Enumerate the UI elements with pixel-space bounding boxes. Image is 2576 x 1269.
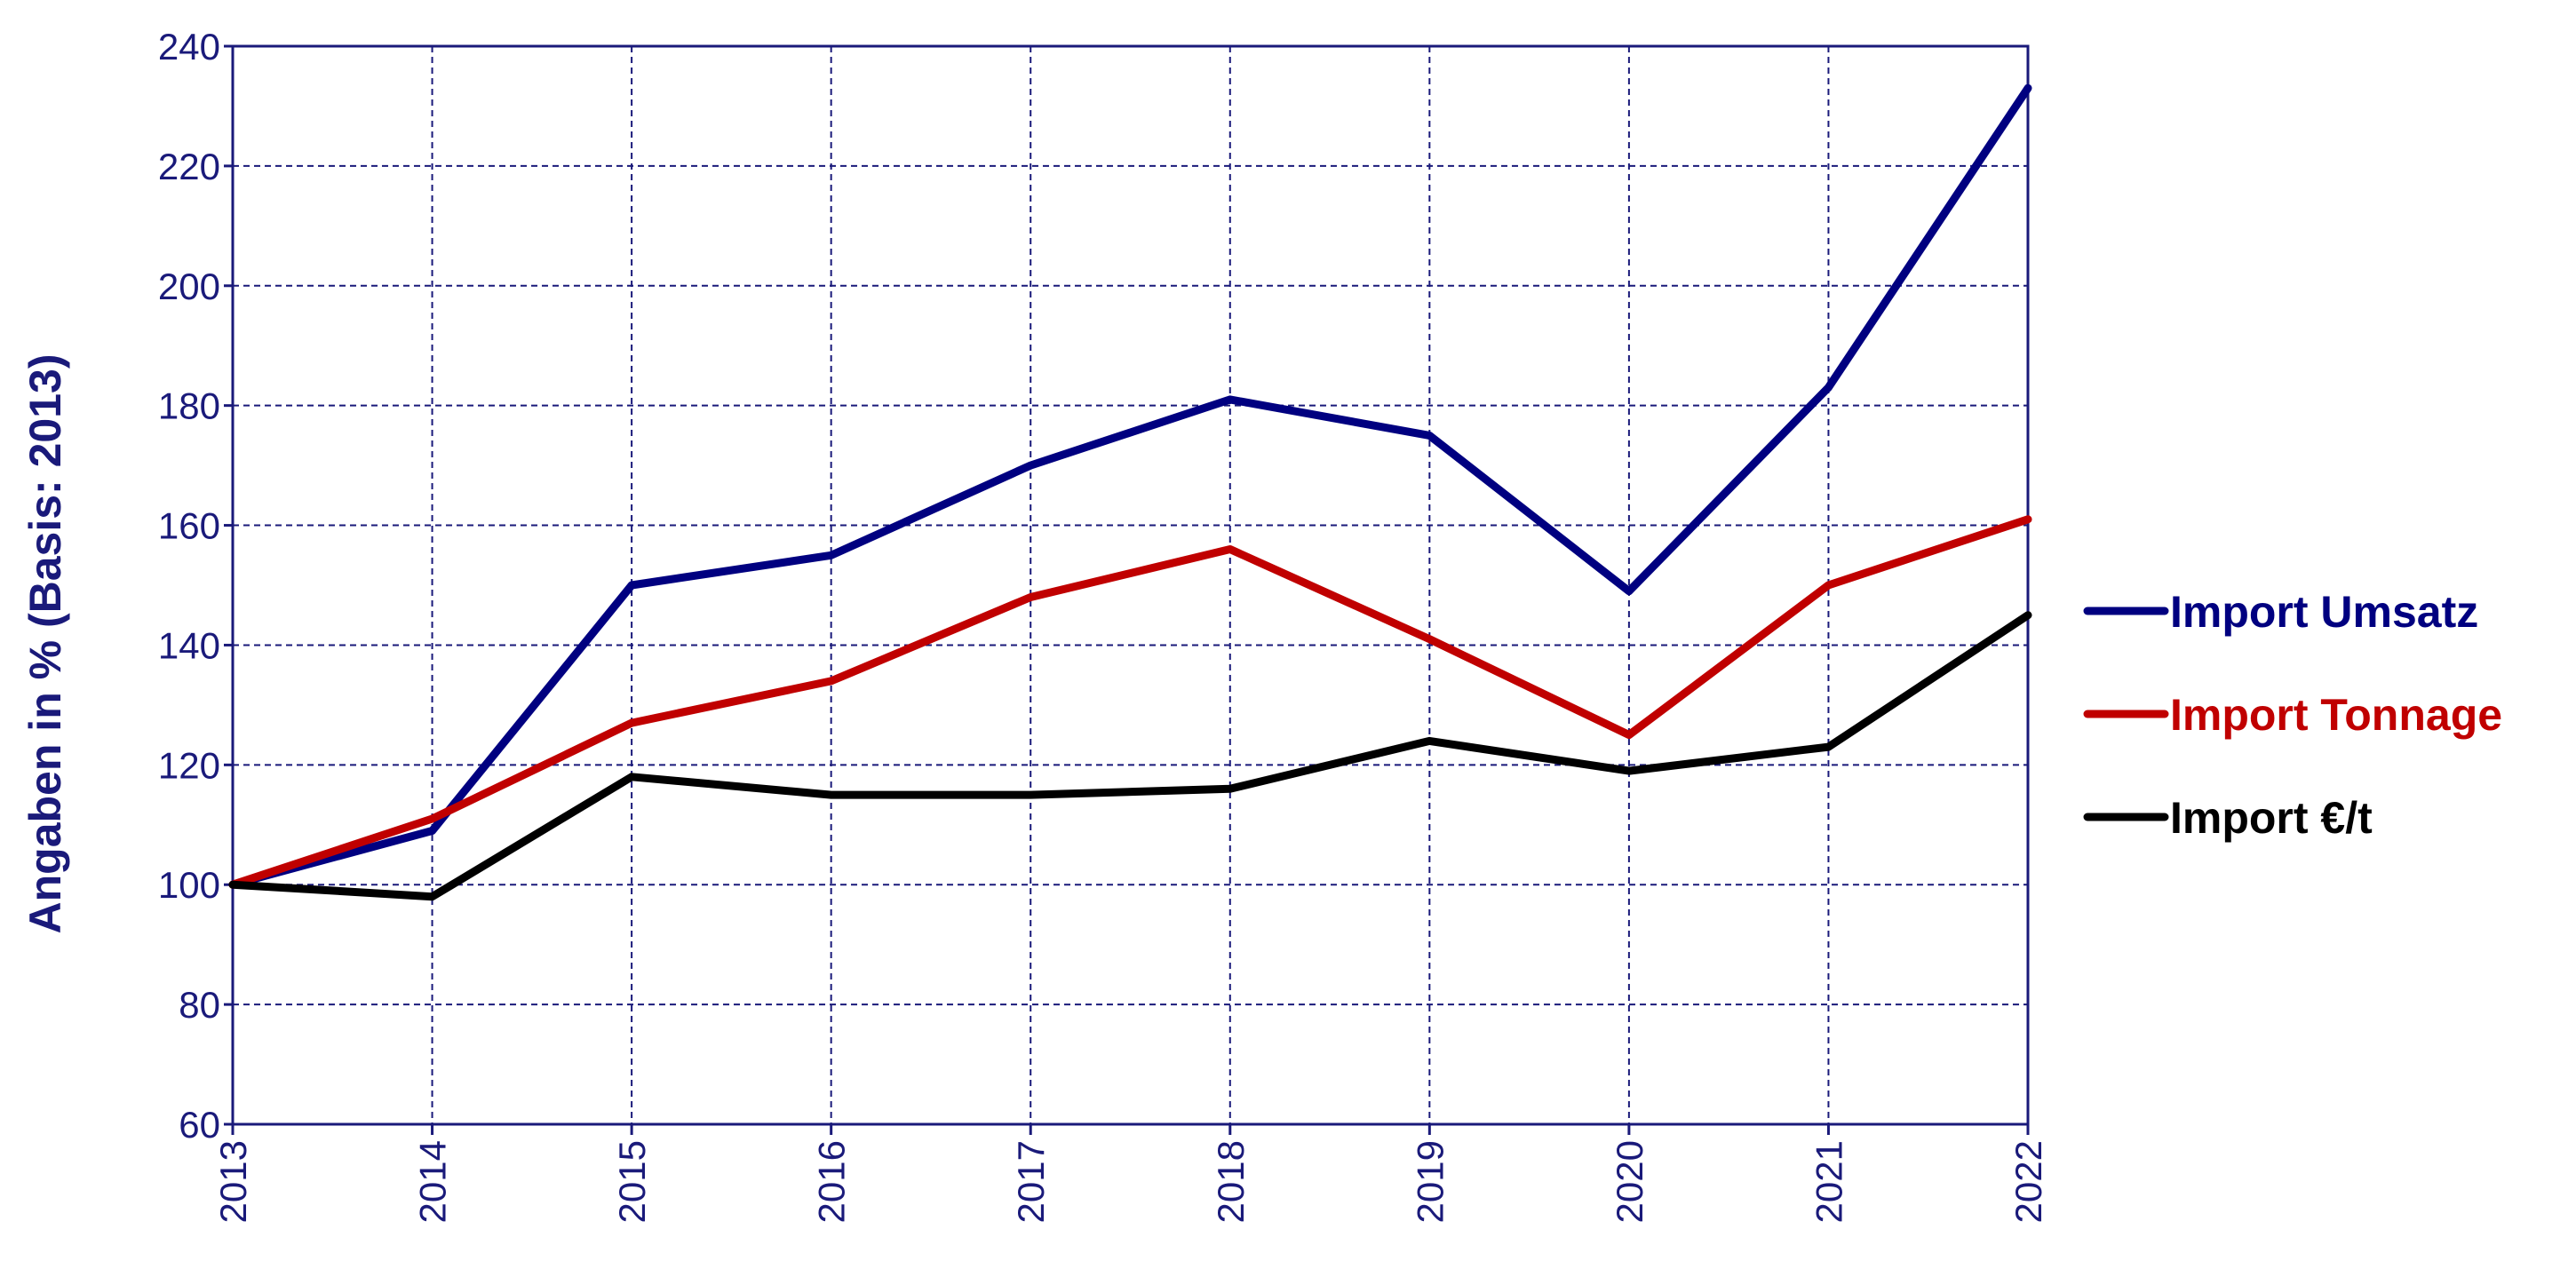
series-lines [228,83,2032,901]
plot-frame [224,44,2030,1135]
x-axis-ticks: 2013 2014 2015 2016 2017 2018 2019 2020 2021 2022 [212,1140,2049,1223]
x-tick-label: 2015 [611,1140,653,1223]
y-tick-label: 160 [158,505,220,547]
x-tick-label: 2017 [1010,1140,1052,1223]
y-tick-label: 240 [158,26,220,67]
y-tick-label: 180 [158,385,220,427]
legend-label: Import Umsatz [2170,587,2478,637]
legend-label: Import €/t [2170,793,2373,843]
x-tick-label: 2013 [212,1140,254,1223]
y-tick-label: 220 [158,146,220,187]
x-tick-label: 2016 [811,1140,853,1223]
series-line-import-umsatz [228,83,2032,889]
x-tick-label: 2020 [1609,1140,1650,1223]
plot-border [231,44,2030,1126]
legend-label: Import Tonnage [2170,690,2502,740]
y-tick-label: 120 [158,744,220,786]
y-axis-title: Angaben in % (Basis: 2013) [20,354,70,934]
legend: Import Umsatz Import Tonnage Import €/t [2083,587,2502,843]
y-tick-label: 100 [158,864,220,906]
x-tick-label: 2019 [1409,1140,1451,1223]
x-tick-label: 2018 [1210,1140,1252,1223]
y-tick-label: 200 [158,266,220,307]
x-tick-label: 2014 [412,1140,454,1223]
y-tick-label: 140 [158,624,220,666]
y-tick-label: 80 [179,984,220,1026]
x-tick-label: 2022 [2008,1140,2049,1223]
y-axis-ticks: 60 80 100 120 140 160 180 200 220 240 [158,26,220,1146]
y-tick-label: 60 [179,1104,220,1146]
x-tick-label: 2021 [1808,1140,1849,1223]
grid [233,46,2028,1124]
series-line-import-tonnage [228,515,2032,889]
series-line-import-t [228,611,2032,901]
